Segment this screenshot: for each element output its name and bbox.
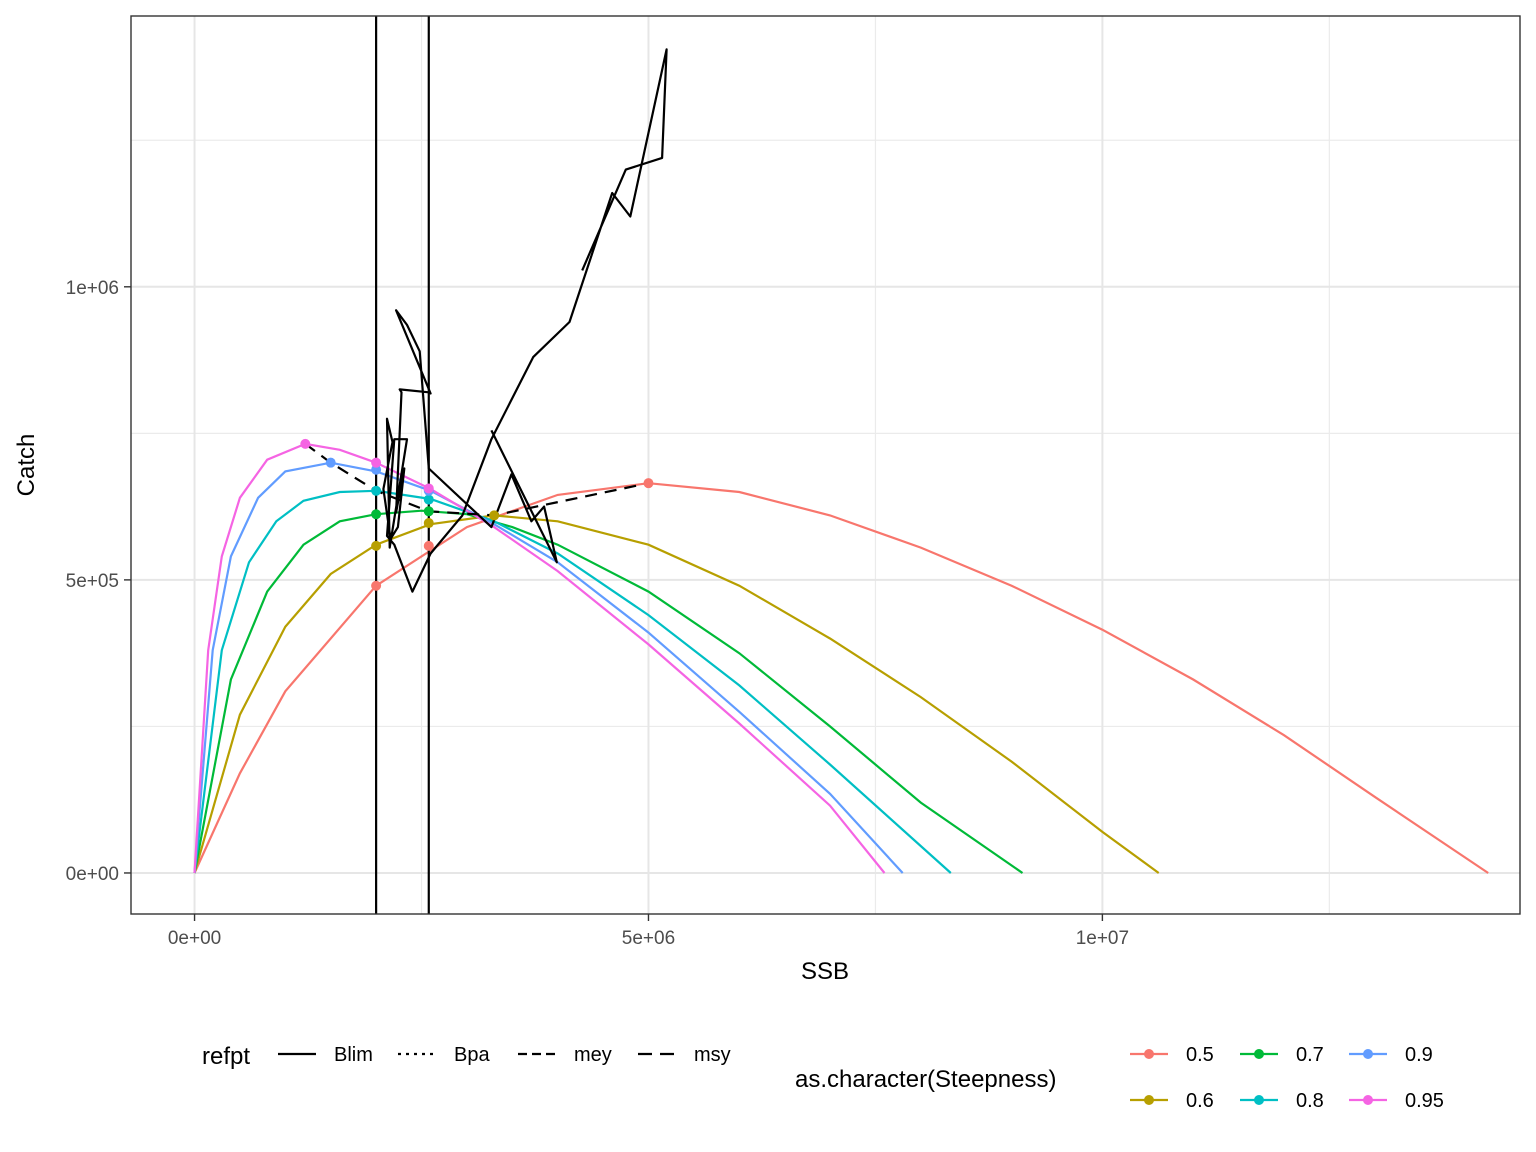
series-line-0-6	[193, 514, 1160, 874]
msy-dashed-line	[304, 443, 649, 517]
legend-steepness-key-dot	[1363, 1049, 1373, 1059]
marker-0-5	[643, 478, 654, 489]
panel-border	[130, 15, 1521, 915]
legend-refpt-label: msy	[694, 1044, 731, 1066]
legend-refpt: refpt Blim Bpa mey msy	[202, 1043, 731, 1070]
msy-path	[304, 443, 649, 517]
legend-steepness-key-dot	[1254, 1049, 1264, 1059]
legend-refpt-title: refpt	[202, 1043, 250, 1070]
series-line-0-5	[193, 482, 1489, 874]
legend-steepness-label: 0.95	[1405, 1090, 1444, 1112]
x-tick-label: 5e+06	[622, 928, 675, 949]
point-0-95	[371, 457, 382, 468]
legend-refpt-label: Blim	[334, 1044, 373, 1066]
point-0-7	[423, 506, 434, 517]
series-points	[300, 438, 654, 591]
legend-steepness-label: 0.6	[1186, 1090, 1214, 1112]
point-0-95	[423, 483, 434, 494]
legend-refpt-label: mey	[574, 1044, 612, 1066]
legend-steepness-key-dot	[1144, 1049, 1154, 1059]
y-tick-label: 1e+06	[66, 278, 119, 299]
point-0-6	[371, 540, 382, 551]
y-axis: 0e+00 5e+05 1e+06	[66, 278, 131, 885]
grid-minor	[131, 16, 1520, 914]
x-axis-title: SSB	[801, 958, 849, 985]
y-tick-label: 5e+05	[66, 571, 119, 592]
legend-steepness-key-dot	[1363, 1095, 1373, 1105]
legend-steepness-label: 0.8	[1296, 1090, 1324, 1112]
marker-0-8	[371, 485, 382, 496]
point-0-5	[423, 540, 434, 551]
marker-0-9	[325, 457, 336, 468]
series-line-0-7	[193, 509, 1024, 874]
legend-steepness: as.character(Steepness) 0.5 0.7 0.9 0.6 0.8 0.…	[795, 1044, 1444, 1112]
legend-steepness-label: 0.5	[1186, 1044, 1214, 1066]
legend-steepness-label: 0.9	[1405, 1044, 1433, 1066]
legend-steepness-label: 0.7	[1296, 1044, 1324, 1066]
point-0-8	[423, 494, 434, 505]
x-axis: 0e+00 5e+06 1e+07	[168, 914, 1129, 949]
marker-0-6	[489, 510, 500, 521]
y-tick-label: 0e+00	[66, 864, 119, 885]
ssb-catch-trajectory	[382, 48, 668, 593]
legend-refpt-label: Bpa	[454, 1044, 490, 1066]
legend-steepness-key-dot	[1144, 1095, 1154, 1105]
series-line-0-8	[193, 489, 952, 874]
marker-0-95	[300, 438, 311, 449]
y-axis-title: Catch	[13, 434, 40, 497]
x-tick-label: 0e+00	[168, 928, 221, 949]
trajectory	[382, 48, 668, 593]
x-tick-label: 1e+07	[1076, 928, 1129, 949]
point-0-6	[423, 518, 434, 529]
point-0-5	[371, 580, 382, 591]
point-0-9	[371, 464, 382, 475]
marker-0-7	[371, 509, 382, 520]
legend-steepness-title: as.character(Steepness)	[795, 1066, 1056, 1093]
grid-major	[131, 16, 1520, 914]
legend-steepness-key-dot	[1254, 1095, 1264, 1105]
